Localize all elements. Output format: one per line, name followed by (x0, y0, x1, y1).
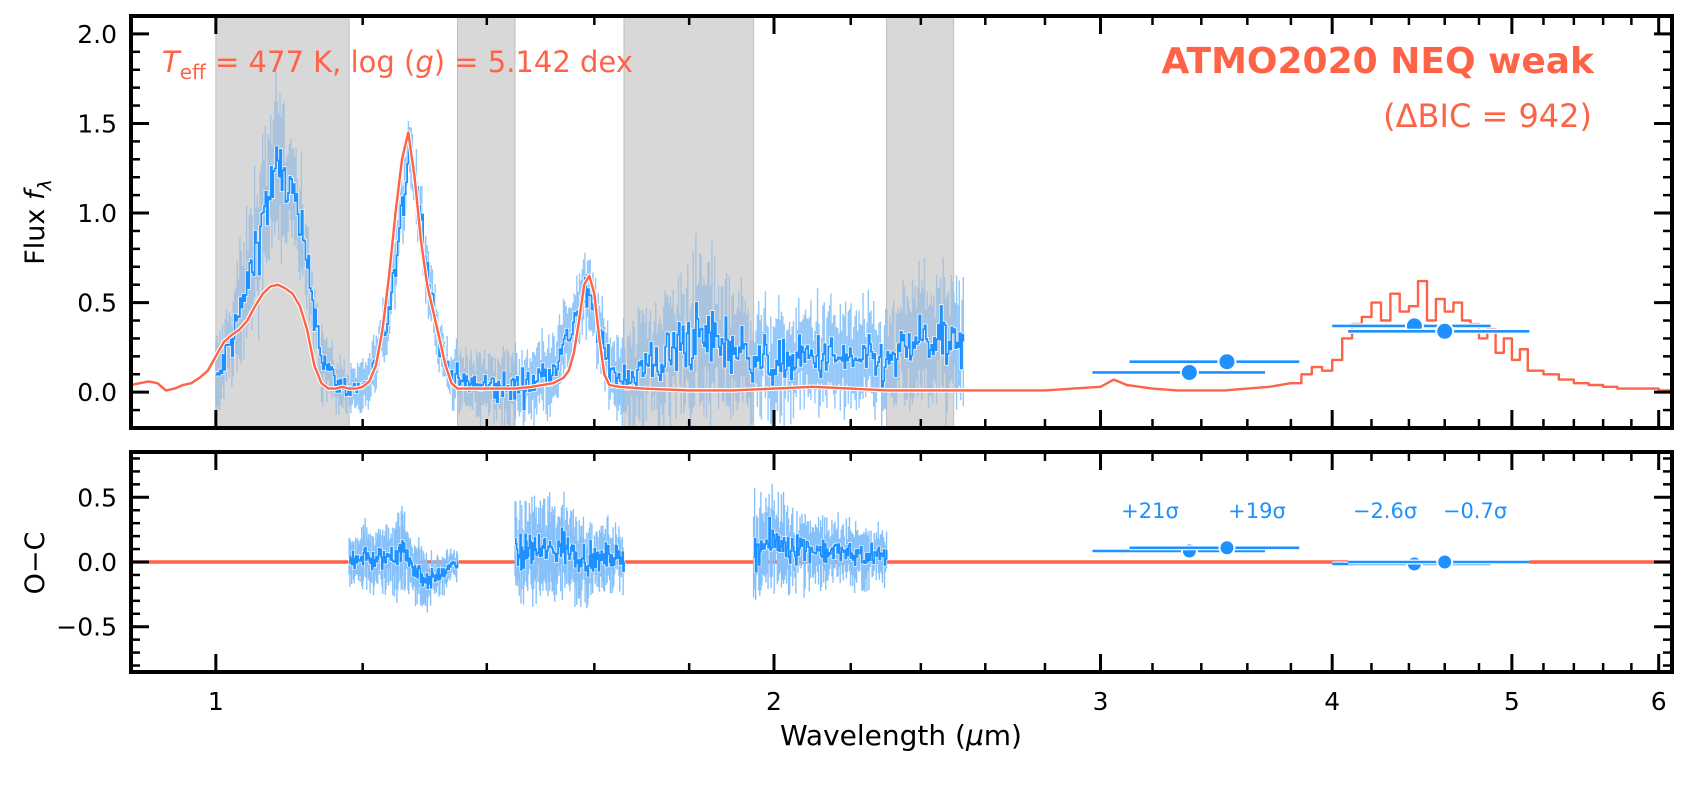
model-spectrum (131, 130, 1672, 393)
residual-line-0 (349, 540, 459, 590)
photometry-residuals (1092, 539, 1530, 573)
model-spectrum-line (131, 131, 1672, 392)
top-y-tick-label: 1.5 (77, 109, 117, 138)
bottom-y-axis-label: O−C (20, 531, 51, 595)
ylabel-text: Flux (20, 200, 51, 265)
params-annotation: Teff = 477 K, log (g) = 5.142 dex (162, 45, 633, 83)
sigma-label-2: −2.6σ (1353, 499, 1417, 523)
x-tick-label: 3 (1093, 687, 1109, 716)
residual-spectrum (348, 483, 889, 613)
ylabel-subscript: λ (34, 179, 56, 191)
teff-subscript: eff (179, 60, 206, 84)
top-y-axis-label: Flux fλ (20, 179, 56, 265)
top-axes: 0.0 0.5 1.0 1.5 2.0 (77, 14, 1674, 430)
x-tick-label: 5 (1504, 687, 1520, 716)
x-tick-label: 1 (208, 687, 224, 716)
teff-symbol: T (162, 45, 180, 79)
sigma-label-0: +21σ (1121, 499, 1179, 523)
model-name-title: ATMO2020 NEQ weak (1161, 41, 1594, 82)
x-tick-label: 6 (1651, 687, 1667, 716)
xlabel-mu: μ (965, 719, 984, 752)
residual-phot-point-3 (1436, 553, 1454, 571)
data-spectrum-line (215, 142, 965, 411)
bottom-y-tick-label: 0.0 (77, 548, 117, 577)
x-axis-label: Wavelength (μm) (780, 722, 1022, 750)
xlabel-text: Wavelength ( (780, 719, 966, 752)
ylabel-symbol: f (20, 190, 51, 201)
xlabel-unit-end: m) (983, 719, 1022, 752)
photometry-point-1 (1217, 352, 1237, 372)
photometry-point-3 (1435, 321, 1455, 341)
residual-line-1 (515, 527, 625, 577)
residual-phot-point-1 (1218, 539, 1236, 557)
delta-bic-label: (ΔBIC = 942) (1383, 97, 1592, 135)
bottom-axes: −0.5 0.0 0.5 1 2 3 4 5 6 (56, 450, 1674, 716)
top-y-tick-label: 2.0 (77, 20, 117, 49)
logg-value: ) = 5.142 dex (433, 45, 633, 79)
top-y-tick-label: 0.0 (77, 378, 117, 407)
sigma-label-3: −0.7σ (1443, 499, 1507, 523)
x-tick-label: 4 (1324, 687, 1340, 716)
photometry-points (1092, 316, 1530, 382)
photometry-point-0 (1179, 362, 1199, 382)
sigma-label-1: +19σ (1228, 499, 1286, 523)
sigma-labels: +21σ +19σ −2.6σ −0.7σ (1121, 499, 1507, 523)
bottom-y-tick-label: −0.5 (56, 613, 117, 642)
top-y-tick-label: 0.5 (77, 289, 117, 318)
residual-line-2 (753, 516, 888, 573)
top-frame (129, 14, 1674, 430)
g-symbol: g (415, 45, 434, 79)
bottom-y-tick-label: 0.5 (77, 483, 117, 512)
x-tick-label: 2 (766, 687, 782, 716)
teff-value: = 477 K, log ( (205, 45, 416, 79)
top-y-tick-label: 1.0 (77, 199, 117, 228)
